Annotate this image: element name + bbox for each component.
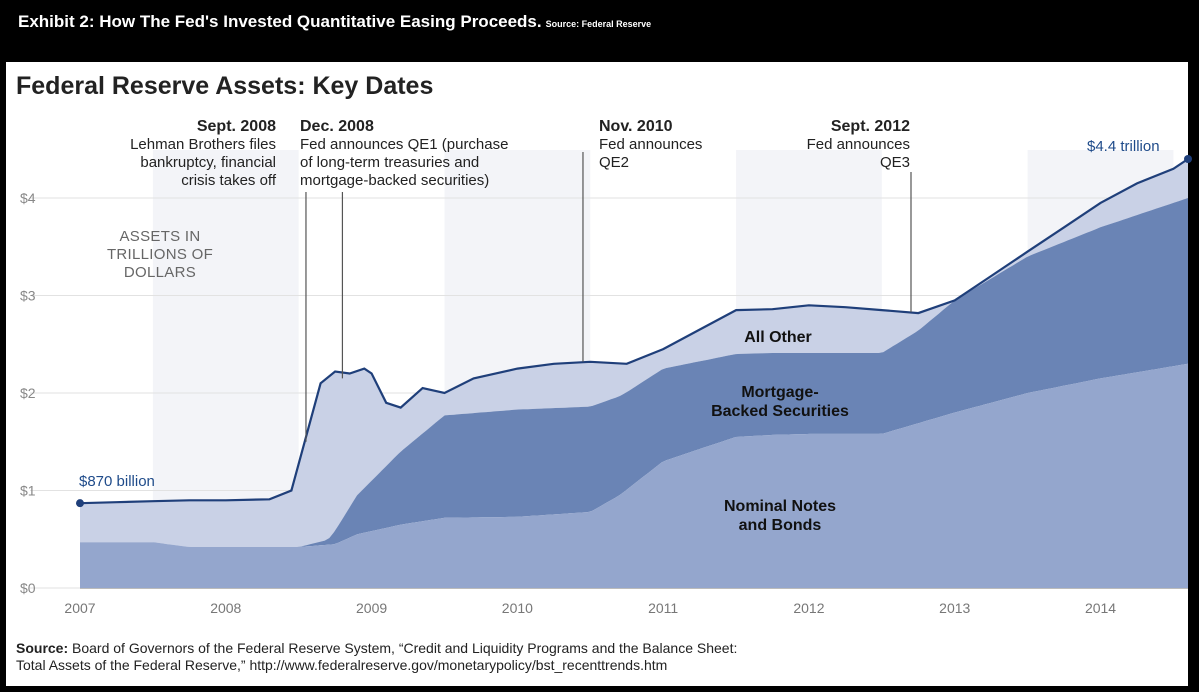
x-tick-label: 2014 <box>1085 600 1116 616</box>
annotation-text: Fed announces <box>806 136 910 153</box>
x-tick-label: 2007 <box>64 600 95 616</box>
area-nominal-notes-and-bonds <box>80 363 1188 588</box>
x-tick-label: 2010 <box>502 600 533 616</box>
x-tick-label: 2008 <box>210 600 241 616</box>
annotation-text: mortgage-backed securities) <box>300 172 490 189</box>
x-tick-label: 2011 <box>648 600 678 616</box>
series-label-mbs-line2: Backed Securities <box>711 403 849 420</box>
x-tick-label: 2009 <box>356 600 387 616</box>
annotation-text: QE2 <box>599 154 630 171</box>
annotation-date: Sept. 2008 <box>196 118 276 135</box>
exhibit-title: Exhibit 2: How The Fed's Invested Quanti… <box>18 12 651 32</box>
annotation-text: QE3 <box>879 154 910 171</box>
end-point <box>1184 155 1192 163</box>
annotation-dec-2008: Dec. 2008 Fed announces QE1 (purchase of… <box>300 118 570 190</box>
area-mortgage-backed-securities <box>80 198 1188 547</box>
start-point <box>76 499 84 508</box>
series-label-notes: Nominal Notes and Bonds <box>680 497 880 535</box>
y-tick-label: $0 <box>20 580 36 596</box>
y-tick-label: $2 <box>20 385 36 401</box>
annotation-nov-2010: Nov. 2010 Fed announces QE2 <box>599 118 759 172</box>
source-line-1: Board of Governors of the Federal Reserv… <box>72 640 738 656</box>
series-label-all-other: All Other <box>744 329 812 346</box>
annotation-text: of long-term treasuries and <box>300 154 480 171</box>
exhibit-title-text: Exhibit 2: How The Fed's Invested Quanti… <box>18 12 542 31</box>
y-tick-label: $1 <box>20 483 36 499</box>
annotation-text: Fed announces QE1 (purchase <box>300 136 509 153</box>
start-value-callout: $870 billion <box>79 473 155 490</box>
end-value-callout: $4.4 trillion <box>1087 138 1160 155</box>
source-note: Source: Board of Governors of the Federa… <box>16 640 1166 674</box>
series-label-mbs: Mortgage- Backed Securities <box>680 383 880 421</box>
chart-title: Federal Reserve Assets: Key Dates <box>16 72 434 100</box>
y-tick-label: $3 <box>20 288 36 304</box>
source-line-2: Total Assets of the Federal Reserve,” ht… <box>16 657 668 673</box>
total-assets-line <box>79 158 1189 505</box>
annotation-sept-2012: Sept. 2012 Fed announces QE3 <box>750 118 910 172</box>
x-tick-label: 2013 <box>939 600 970 616</box>
annotation-date: Nov. 2010 <box>599 118 673 135</box>
annotation-text: bankruptcy, financial <box>140 154 276 171</box>
annotation-text: Lehman Brothers files <box>130 136 276 153</box>
exhibit-source: Source: Federal Reserve <box>545 19 652 29</box>
x-tick-label: 2012 <box>793 600 824 616</box>
annotation-date: Dec. 2008 <box>300 118 374 135</box>
annotation-date: Sept. 2012 <box>830 118 910 135</box>
series-label-notes-line1: Nominal Notes <box>723 498 836 515</box>
unit-label: ASSETS IN TRILLIONS OF DOLLARS <box>106 228 214 281</box>
series-label-notes-line2: and Bonds <box>738 517 822 534</box>
source-label: Source: <box>16 640 69 656</box>
series-label-mbs-line1: Mortgage- <box>741 384 819 401</box>
annotation-text: Fed announces <box>599 136 703 153</box>
annotation-text: crisis takes off <box>181 172 276 189</box>
annotation-sept-2008: Sept. 2008 Lehman Brothers files bankrup… <box>76 118 276 190</box>
y-tick-label: $4 <box>20 190 36 206</box>
area-all-other <box>80 159 1188 547</box>
